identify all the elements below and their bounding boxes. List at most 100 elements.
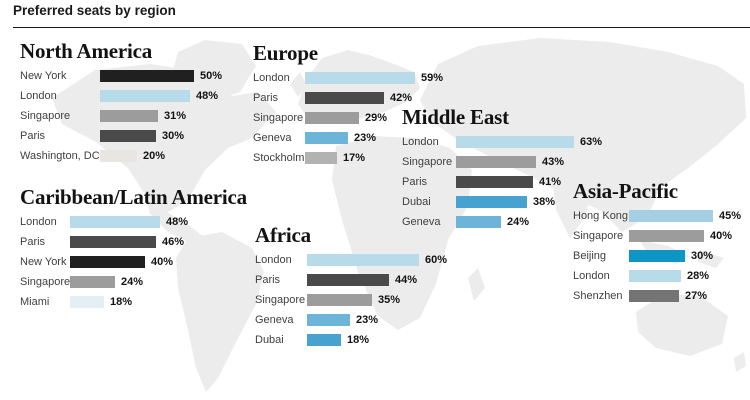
bar-singapore	[629, 230, 704, 242]
bar-row: Beijing 30%	[573, 246, 741, 266]
value-label: 18%	[110, 296, 133, 308]
city-label: Hong Kong	[573, 210, 629, 222]
bar-row: Singapore 43%	[402, 152, 602, 172]
page-title: Preferred seats by region	[13, 3, 176, 18]
bar-paris	[70, 236, 156, 248]
bar-row: Geneva 23%	[255, 310, 447, 330]
value-label: 42%	[390, 92, 413, 104]
city-label: London	[255, 254, 292, 266]
value-label: 30%	[162, 130, 185, 142]
city-label: New York	[20, 70, 67, 82]
bar-row: Paris 41%	[402, 172, 602, 192]
city-label: Paris	[253, 92, 279, 104]
city-label: London	[402, 136, 439, 148]
bar-stockholm	[305, 152, 337, 164]
bar-singapore	[305, 112, 359, 124]
bar-london	[305, 72, 415, 84]
bar-row: London 59%	[253, 68, 443, 88]
map-europe	[298, 50, 420, 122]
bar-row: Geneva 24%	[402, 212, 602, 232]
bar-row: London 28%	[573, 266, 741, 286]
map-indonesia	[698, 250, 724, 268]
bar-geneva	[307, 314, 350, 326]
value-label: 41%	[539, 176, 562, 188]
value-label: 63%	[580, 136, 603, 148]
bar-singapore	[70, 276, 115, 288]
city-label: Paris	[20, 130, 46, 142]
bar-row: Stockholm 17%	[253, 148, 443, 168]
bar-london	[100, 90, 190, 102]
city-label: Paris	[255, 274, 281, 286]
bar-london	[456, 136, 574, 148]
bar-dubai	[307, 334, 341, 346]
bar-row: Geneva 23%	[253, 128, 443, 148]
region-title: North America	[20, 39, 153, 63]
map-south-america	[176, 232, 264, 392]
bar-row: Paris 42%	[253, 88, 443, 108]
bar-row: Singapore 40%	[573, 226, 741, 246]
city-label: London	[573, 270, 610, 282]
value-label: 27%	[685, 290, 708, 302]
value-label: 20%	[143, 150, 166, 162]
bar-row: Shenzhen 27%	[573, 286, 741, 306]
bar-london	[307, 254, 419, 266]
city-label: New York	[20, 256, 67, 268]
city-label: London	[20, 216, 57, 228]
bar-row: Paris 44%	[255, 270, 447, 290]
bar-singapore	[307, 294, 372, 306]
city-label: Dubai	[402, 196, 431, 208]
region-title: Middle East	[402, 105, 509, 129]
value-label: 24%	[121, 276, 144, 288]
bar-row: Paris 46%	[20, 232, 247, 252]
bar-paris	[100, 130, 156, 142]
bar-hong-kong	[629, 210, 713, 222]
bar-row: London 63%	[402, 132, 602, 152]
bar-dubai	[456, 196, 527, 208]
value-label: 40%	[151, 256, 174, 268]
map-japan	[706, 118, 728, 146]
bar-row: Washington, DC 20%	[20, 146, 222, 166]
bar-shenzhen	[629, 290, 679, 302]
region-title: Africa	[255, 223, 311, 247]
bar-row: London 48%	[20, 86, 222, 106]
region-panel-europe: Europe London 59% Paris 42% Singapore 29% Genev…	[253, 42, 443, 168]
value-label: 40%	[710, 230, 733, 242]
bar-washington-dc	[100, 150, 137, 162]
city-label: Geneva	[402, 216, 441, 228]
bar-row: Singapore 35%	[255, 290, 447, 310]
value-label: 23%	[354, 132, 377, 144]
value-label: 28%	[687, 270, 710, 282]
bar-row: Singapore 31%	[20, 106, 222, 126]
value-label: 59%	[421, 72, 444, 84]
bar-row: Paris 30%	[20, 126, 222, 146]
map-madagascar	[468, 268, 485, 301]
city-label: London	[253, 72, 290, 84]
region-title: Caribbean/Latin America	[20, 185, 247, 209]
value-label: 31%	[164, 110, 187, 122]
bar-row: New York 40%	[20, 252, 247, 272]
bar-row: Singapore 24%	[20, 272, 247, 292]
city-label: Geneva	[255, 314, 294, 326]
region-panel-north-america: North America New York 50% London 48% Singapo…	[20, 40, 222, 166]
bar-singapore	[456, 156, 536, 168]
bar-row: Dubai 18%	[255, 330, 447, 350]
bar-london	[629, 270, 681, 282]
city-label: Dubai	[255, 334, 284, 346]
bar-new-york	[70, 256, 145, 268]
bar-row: Miami 18%	[20, 292, 247, 312]
bar-singapore	[100, 110, 158, 122]
city-label: Paris	[20, 236, 46, 248]
map-new-zealand	[734, 352, 746, 372]
value-label: 43%	[542, 156, 565, 168]
city-label: Singapore	[573, 230, 624, 242]
city-label: Washington, DC	[20, 150, 100, 162]
bar-london	[70, 216, 160, 228]
city-label: Singapore	[402, 156, 453, 168]
header-rule	[13, 27, 750, 28]
value-label: 48%	[166, 216, 189, 228]
map-india	[552, 178, 592, 238]
bar-beijing	[629, 250, 685, 262]
map-australia	[636, 294, 728, 356]
